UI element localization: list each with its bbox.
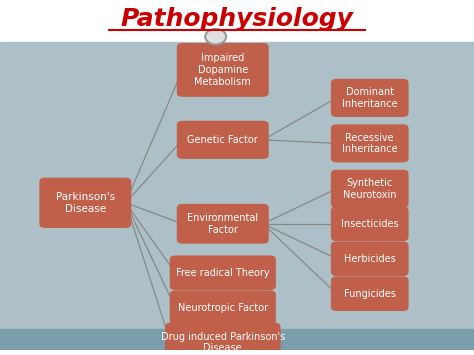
- Text: Parkinson's
Disease: Parkinson's Disease: [56, 192, 115, 214]
- Text: Synthetic
Neurotoxin: Synthetic Neurotoxin: [343, 178, 396, 200]
- FancyBboxPatch shape: [177, 121, 269, 159]
- Bar: [0, 329, 474, 350]
- Text: Fungicides: Fungicides: [344, 289, 396, 299]
- Text: Herbicides: Herbicides: [344, 254, 396, 264]
- Text: Pathophysiology: Pathophysiology: [120, 7, 354, 31]
- FancyBboxPatch shape: [170, 290, 276, 325]
- Text: Impaired
Dopamine
Metabolism: Impaired Dopamine Metabolism: [194, 53, 251, 87]
- FancyBboxPatch shape: [331, 170, 409, 208]
- Text: Drug induced Parkinson's
Disease: Drug induced Parkinson's Disease: [161, 332, 285, 354]
- Text: Insecticides: Insecticides: [341, 219, 399, 229]
- Text: Genetic Factor: Genetic Factor: [187, 135, 258, 145]
- FancyBboxPatch shape: [170, 256, 276, 290]
- Text: Neurotropic Factor: Neurotropic Factor: [178, 303, 268, 313]
- FancyBboxPatch shape: [331, 277, 409, 311]
- Bar: [0, 42, 474, 329]
- Text: Environmental
Factor: Environmental Factor: [187, 213, 258, 235]
- FancyBboxPatch shape: [331, 207, 409, 241]
- Circle shape: [205, 29, 226, 44]
- FancyBboxPatch shape: [331, 79, 409, 117]
- Text: Recessive
Inheritance: Recessive Inheritance: [342, 132, 398, 154]
- FancyBboxPatch shape: [165, 323, 281, 355]
- FancyBboxPatch shape: [331, 124, 409, 163]
- FancyBboxPatch shape: [39, 178, 131, 228]
- FancyBboxPatch shape: [177, 204, 269, 244]
- FancyBboxPatch shape: [331, 241, 409, 276]
- Text: Dominant
Inheritance: Dominant Inheritance: [342, 87, 398, 109]
- Text: Free radical Theory: Free radical Theory: [176, 268, 270, 278]
- FancyBboxPatch shape: [177, 43, 269, 97]
- Bar: [0, 0, 474, 42]
